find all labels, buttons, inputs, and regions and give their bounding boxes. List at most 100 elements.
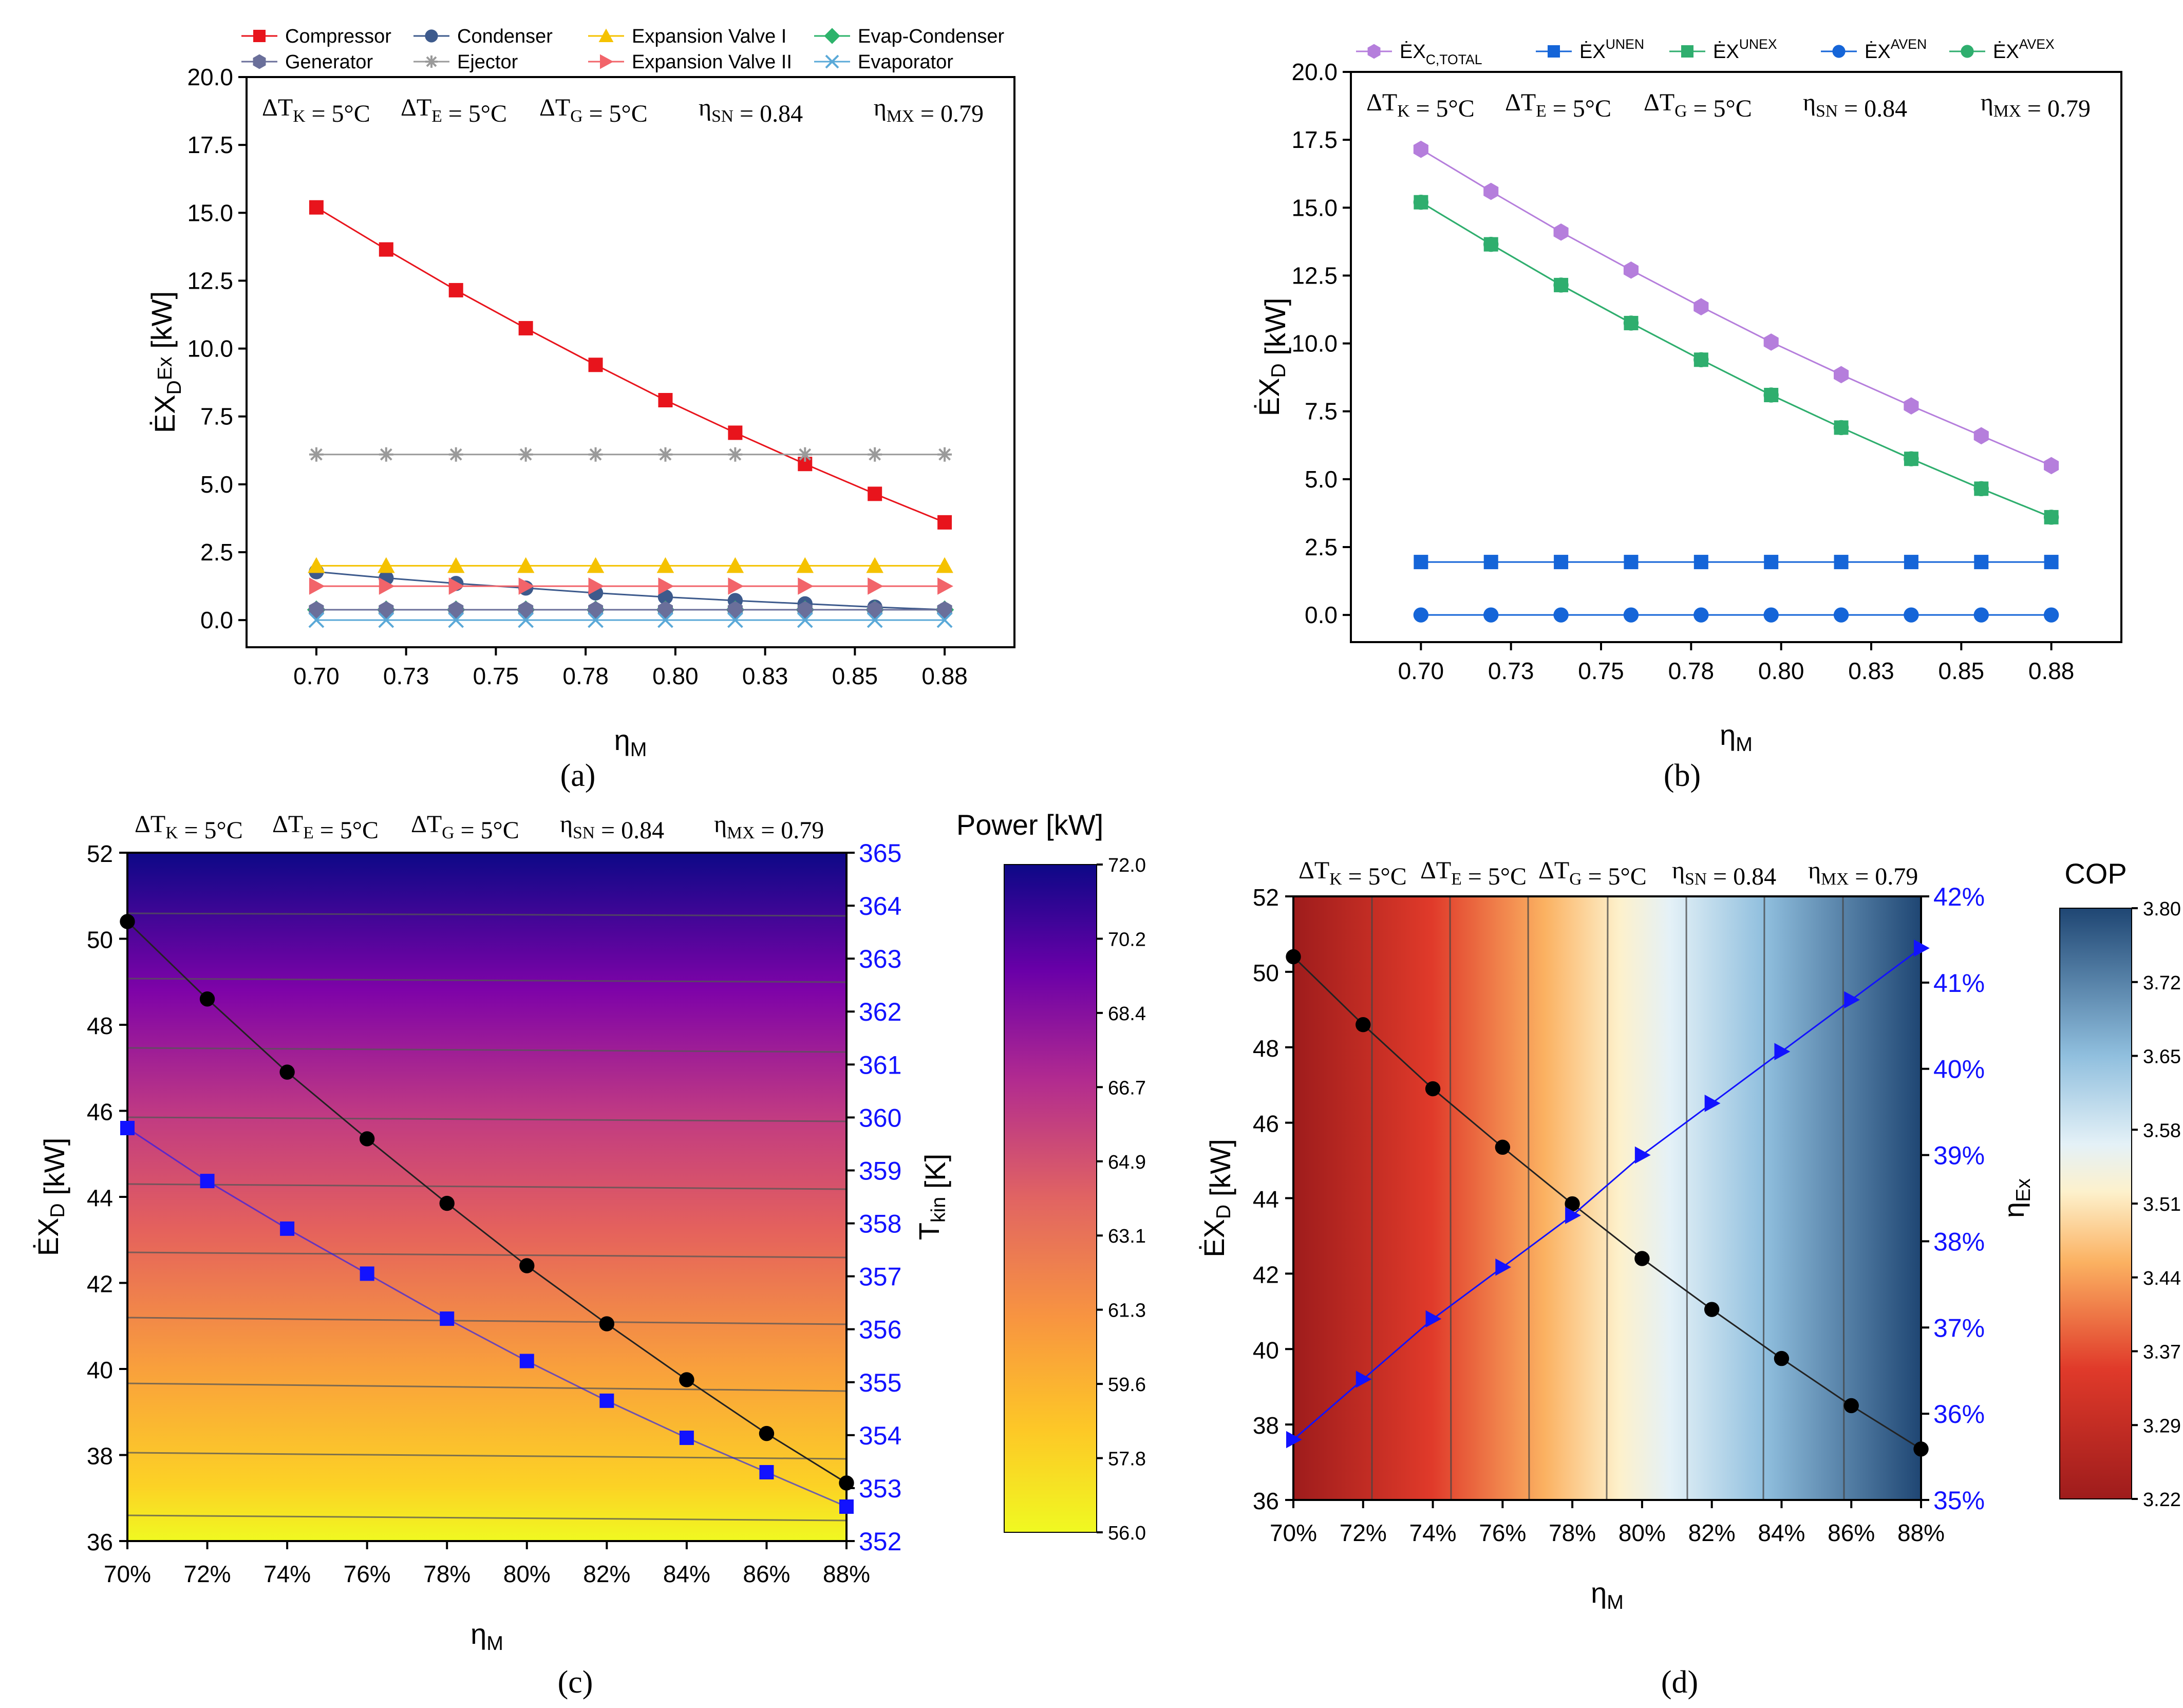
- x-tick-label: 0.85: [832, 663, 878, 689]
- x-tick-label: 82%: [1688, 1519, 1736, 1546]
- x-tick-label: 76%: [1479, 1519, 1526, 1546]
- y-tick-label: 5.0: [200, 471, 233, 498]
- data-point: [1844, 991, 1860, 1009]
- data-point: [1704, 1302, 1720, 1317]
- data-point: [656, 557, 674, 573]
- panel-a: 0.0 2.5 5.0 7.5 10.0 12.5 15.0 17.5 20.0 0.70 0.73…: [145, 26, 1015, 761]
- data-point: [657, 589, 673, 605]
- colorbar-tick-label: 3.44: [2143, 1268, 2181, 1289]
- y-tick-label: 52: [1253, 884, 1279, 911]
- data-point: [199, 991, 215, 1007]
- legend-label: Ejector: [457, 51, 518, 73]
- y2-tick-label: 38%: [1933, 1227, 1985, 1256]
- data-point: [657, 601, 673, 618]
- y-tick-label: 46: [87, 1099, 113, 1125]
- x-tick-label: 0.73: [1488, 658, 1534, 684]
- data-point: [866, 557, 883, 573]
- data-point: [937, 601, 952, 618]
- data-point: [309, 200, 324, 215]
- data-point: [359, 1131, 375, 1147]
- series-line-0: [1292, 956, 1922, 1450]
- legend-label: Generator: [285, 51, 373, 73]
- data-point: [360, 1266, 374, 1281]
- series-line-2: [1420, 201, 2052, 518]
- colorbar-tick-label: 3.22: [2143, 1489, 2181, 1511]
- data-point: [797, 612, 813, 628]
- condition-annotation: ΔTK = 5°C: [135, 811, 243, 844]
- data-point: [679, 1431, 694, 1445]
- data-point: [1774, 1043, 1791, 1060]
- colorbar-tick-label: 3.65: [2143, 1046, 2181, 1068]
- data-point: [759, 1465, 774, 1479]
- data-point: [309, 577, 325, 595]
- y-tick-label: 17.5: [187, 132, 233, 158]
- legend-label: Compressor: [285, 26, 391, 47]
- legend-marker: [1367, 44, 1381, 59]
- y-axis-title: ĖXD [kW]: [1198, 1139, 1236, 1257]
- legend-label: ĖXC,TOTAL: [1400, 41, 1482, 67]
- colorbar-tick-label: 66.7: [1108, 1077, 1146, 1099]
- y-tick-label: 38: [1253, 1412, 1279, 1439]
- data-point: [1974, 555, 1989, 570]
- data-point: [279, 1064, 295, 1080]
- y-tick-label: 42: [87, 1271, 113, 1298]
- y-tick-label: 7.5: [200, 403, 233, 430]
- y-tick-label: 7.5: [1305, 398, 1338, 425]
- legend-label: ĖXAVEN: [1865, 36, 1927, 63]
- data-point: [798, 447, 813, 462]
- y2-tick-label: 39%: [1933, 1141, 1985, 1170]
- data-point: [728, 425, 743, 440]
- data-point: [868, 486, 882, 501]
- x-tick-label: 74%: [1409, 1519, 1457, 1546]
- y-tick-label: 44: [1253, 1186, 1279, 1213]
- legend-label: ĖXUNEN: [1579, 36, 1644, 63]
- data-point: [1483, 236, 1499, 252]
- data-point: [657, 612, 673, 628]
- series-line-4: [1420, 201, 2052, 518]
- plot-frame: [1350, 71, 2122, 643]
- legend-label: Evap-Condenser: [858, 26, 1005, 47]
- series-line-0: [126, 921, 847, 1484]
- x-tick-label: 86%: [743, 1561, 790, 1587]
- data-point: [728, 577, 744, 595]
- data-point: [1973, 427, 1989, 445]
- colorbar-d: [2059, 908, 2132, 1499]
- y-tick-label: 36: [1253, 1488, 1279, 1514]
- data-point: [309, 601, 324, 618]
- x-tick-label: 78%: [1549, 1519, 1596, 1546]
- legend-marker: [253, 54, 266, 69]
- data-point: [519, 1258, 535, 1273]
- data-point: [1413, 195, 1429, 210]
- condition-annotation: ηSN = 0.84: [1672, 857, 1776, 890]
- data-point: [1913, 1441, 1929, 1457]
- x-tick-label: 72%: [1340, 1519, 1387, 1546]
- data-point: [120, 914, 135, 929]
- data-point: [1553, 607, 1569, 623]
- y2-tick-label: 357: [859, 1263, 901, 1291]
- data-point: [308, 557, 325, 573]
- data-point: [1356, 1017, 1371, 1033]
- x-tick-label: 0.88: [921, 663, 968, 689]
- data-point: [280, 1221, 295, 1236]
- data-point: [2044, 555, 2059, 570]
- legend-marker: [1548, 45, 1560, 58]
- data-point: [1764, 555, 1779, 570]
- x-tick-label: 80%: [503, 1561, 551, 1587]
- condition-annotation: ΔTG = 5°C: [1538, 857, 1647, 890]
- y2-tick-label: 37%: [1933, 1313, 1985, 1342]
- colorbar-tick-label: 70.2: [1108, 929, 1146, 950]
- data-point: [726, 557, 744, 573]
- data-point: [588, 358, 603, 372]
- y-tick-label: 48: [1253, 1035, 1279, 1062]
- y-tick-label: 38: [87, 1443, 113, 1470]
- y2-tick-label: 363: [859, 945, 901, 973]
- y-tick-label: 5.0: [1305, 466, 1338, 493]
- data-point: [518, 321, 533, 335]
- x-tick-label: 0.80: [1758, 658, 1804, 684]
- legend-label: ĖXAVEX: [1993, 36, 2055, 63]
- data-point: [200, 1174, 215, 1189]
- x-tick-label: 0.75: [1578, 658, 1624, 684]
- data-point: [587, 557, 605, 573]
- data-point: [936, 557, 953, 573]
- data-point: [448, 283, 463, 297]
